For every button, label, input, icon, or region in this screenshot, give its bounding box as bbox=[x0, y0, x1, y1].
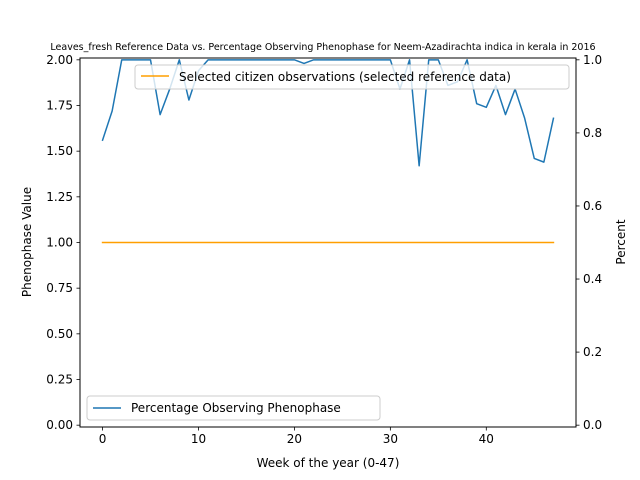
y-left-tick-label: 0.00 bbox=[46, 418, 73, 432]
y-right-tick-label: 1.0 bbox=[583, 53, 602, 67]
y-left-tick-label: 0.25 bbox=[46, 373, 73, 387]
y-right-tick-label: 0.2 bbox=[583, 345, 602, 359]
y-right-tick-label: 0.8 bbox=[583, 126, 602, 140]
y-right-tick-label: 0.0 bbox=[583, 418, 602, 432]
y-axis-left-label: Phenophase Value bbox=[20, 187, 34, 297]
x-tick-label: 0 bbox=[99, 432, 107, 446]
ticks: 0 10 20 30 40 0.00 0.25 0.50 0.75 1.00 1.25 1.50 1.7… bbox=[46, 53, 602, 446]
legend-label: Selected citizen observations (selected … bbox=[179, 70, 511, 84]
y-left-tick-label: 1.25 bbox=[46, 190, 73, 204]
legend-box bbox=[86, 395, 381, 421]
legend-box bbox=[134, 64, 570, 90]
y-right-tick-label: 0.6 bbox=[583, 199, 602, 213]
y-left-tick-label: 2.00 bbox=[46, 53, 73, 67]
x-tick-label: 10 bbox=[191, 432, 206, 446]
legend-lower-left: Percentage Observing Phenophase bbox=[86, 395, 381, 421]
x-axis-label: Week of the year (0-47) bbox=[257, 456, 400, 470]
y-left-tick-label: 0.50 bbox=[46, 327, 73, 341]
y-left-tick-label: 1.50 bbox=[46, 144, 73, 158]
y-left-tick-label: 0.75 bbox=[46, 281, 73, 295]
legend-label: Percentage Observing Phenophase bbox=[131, 401, 341, 415]
legend-upper-right: Selected citizen observations (selected … bbox=[134, 64, 570, 90]
y-left-tick-label: 1.00 bbox=[46, 236, 73, 250]
y-right-tick-label: 0.4 bbox=[583, 272, 602, 286]
y-axis-right-label: Percent bbox=[614, 219, 628, 264]
chart-title: Leaves_fresh Reference Data vs. Percenta… bbox=[50, 42, 595, 53]
x-tick-label: 30 bbox=[383, 432, 398, 446]
x-tick-label: 40 bbox=[479, 432, 494, 446]
x-tick-label: 20 bbox=[287, 432, 302, 446]
y-left-tick-label: 1.75 bbox=[46, 98, 73, 112]
